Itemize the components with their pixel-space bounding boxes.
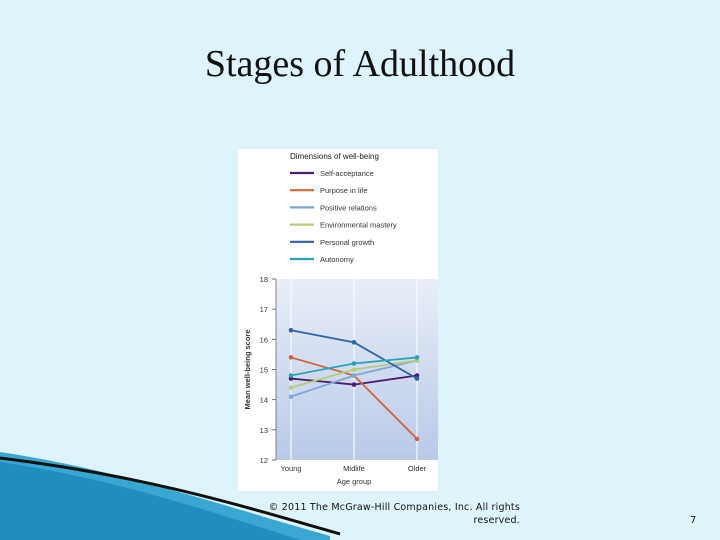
slide-title: Stages of Adulthood bbox=[204, 43, 516, 85]
legend-label-3: Environmental mastery bbox=[320, 221, 397, 230]
series-4-point-1 bbox=[351, 340, 357, 345]
series-5-point-2 bbox=[414, 355, 420, 360]
series-2-point-0 bbox=[288, 394, 294, 399]
x-tick-label-1: Midlife bbox=[343, 464, 365, 473]
y-tick-label-6: 18 bbox=[260, 275, 268, 284]
y-tick-label-3: 15 bbox=[260, 366, 268, 375]
legend-label-5: Autonomy bbox=[320, 255, 354, 264]
x-tick-label-2: Older bbox=[408, 464, 427, 473]
series-3-point-0 bbox=[288, 385, 294, 390]
slide-number: 7 bbox=[690, 515, 697, 526]
series-1-point-2 bbox=[414, 436, 420, 442]
series-4-point-0 bbox=[288, 327, 294, 333]
x-axis-label: Age group bbox=[337, 477, 372, 486]
y-tick-label-4: 16 bbox=[260, 335, 268, 344]
legend-label-4: Personal growth bbox=[320, 238, 374, 247]
y-tick-label-1: 13 bbox=[260, 426, 268, 435]
series-5-point-1 bbox=[351, 361, 357, 366]
y-tick-label-2: 14 bbox=[260, 396, 268, 405]
chart-svg: Dimensions of well-being Self-acceptance P… bbox=[243, 152, 438, 486]
series-1-point-0 bbox=[288, 355, 294, 360]
x-tick-label-0: Young bbox=[281, 464, 302, 473]
series-5-point-0 bbox=[288, 373, 294, 378]
copyright-text: © 2011 The McGraw-Hill Companies, Inc. A… bbox=[268, 502, 520, 526]
y-tick-label-5: 17 bbox=[260, 305, 268, 314]
y-tick-label-0: 12 bbox=[260, 456, 268, 465]
y-axis-label: Mean well-being score bbox=[243, 329, 252, 409]
series-4-point-2 bbox=[414, 376, 420, 381]
series-0-point-1 bbox=[351, 382, 357, 387]
legend-label-1: Purpose in life bbox=[320, 186, 368, 195]
legend-label-0: Self-acceptance bbox=[320, 169, 374, 178]
series-3-point-1 bbox=[351, 367, 357, 372]
legend-title: Dimensions of well-being bbox=[290, 152, 379, 161]
wellbeing-chart: Dimensions of well-being Self-acceptance P… bbox=[238, 149, 438, 491]
legend-label-2: Positive relations bbox=[320, 203, 377, 212]
series-2-point-1 bbox=[351, 373, 357, 378]
